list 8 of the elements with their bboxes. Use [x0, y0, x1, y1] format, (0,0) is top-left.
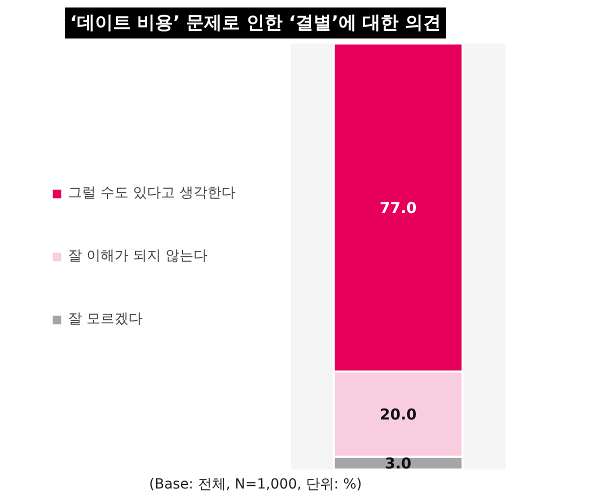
legend-label: 잘 이해가 되지 않는다 [68, 247, 208, 265]
legend-label: 잘 모르겠다 [68, 310, 142, 328]
data-label: 20.0 [380, 406, 417, 424]
chart-title: ‘데이트 비용’ 문제로 인한 ‘결별’에 대한 의견 [70, 12, 441, 34]
text: (Base: 전체, N=1,000, 단위: %) [149, 476, 362, 492]
data-label: 77.0 [380, 199, 417, 218]
data-label: 3.0 [384, 454, 412, 473]
legend-label: 그럴 수도 있다고 생각한다 [68, 184, 236, 202]
